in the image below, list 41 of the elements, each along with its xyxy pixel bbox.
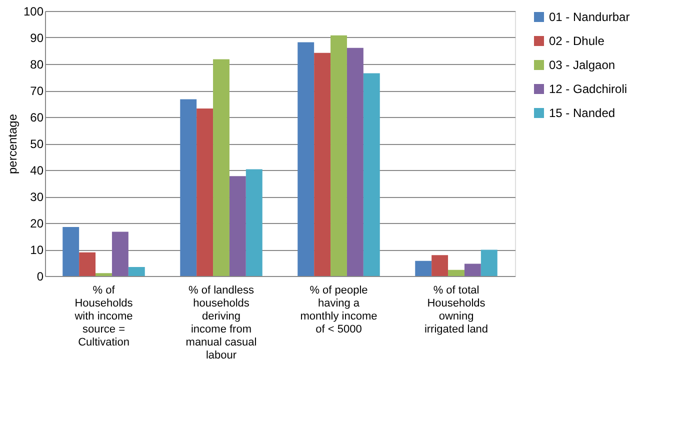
bar	[246, 169, 262, 276]
bar	[298, 42, 314, 276]
bar	[363, 73, 380, 276]
bar	[314, 52, 331, 276]
y-tick-label: 20	[30, 216, 44, 230]
bar	[128, 266, 145, 276]
bar	[180, 99, 197, 276]
bar	[415, 260, 432, 276]
y-tick-label: 90	[30, 31, 44, 45]
legend-label: 12 - Gadchiroli	[549, 82, 628, 96]
y-tick-label: 30	[30, 190, 44, 204]
legend-label: 02 - Dhule	[549, 34, 605, 48]
y-tick-label: 40	[30, 164, 44, 178]
x-tick-label: % of landless households deriving income from manual casual labour	[186, 284, 257, 362]
y-tick-label: 70	[30, 84, 44, 98]
bar	[480, 250, 498, 276]
bar	[213, 59, 230, 276]
y-tick-label: 0	[36, 270, 44, 284]
legend-label: 03 - Jalgaon	[549, 58, 616, 72]
y-tick-label: 50	[30, 137, 44, 151]
legend-label: 01 - Nandurbar	[549, 10, 630, 24]
bar	[464, 264, 481, 276]
bar	[79, 252, 96, 276]
bar	[62, 226, 80, 276]
bar	[229, 176, 246, 276]
bar	[112, 232, 128, 276]
bar	[448, 270, 464, 276]
y-axis-title: percentage	[5, 114, 20, 174]
y-tick-label: 100	[23, 4, 44, 18]
y-tick-label: 60	[30, 110, 44, 124]
y-tick-label: 80	[30, 58, 44, 72]
x-tick-label: % of Households with income source = Cultivation	[74, 284, 134, 348]
bar	[432, 255, 448, 276]
x-tick-label: % of people having a monthly income of < 5000	[300, 284, 378, 336]
x-tick-label: % of total Households owning irrigated land	[424, 284, 488, 336]
legend-label: 15 - Nanded	[549, 106, 616, 120]
y-tick-label: 10	[30, 243, 44, 257]
bar	[196, 108, 214, 276]
bar	[330, 35, 347, 276]
bar	[346, 48, 364, 276]
bar	[96, 273, 112, 276]
